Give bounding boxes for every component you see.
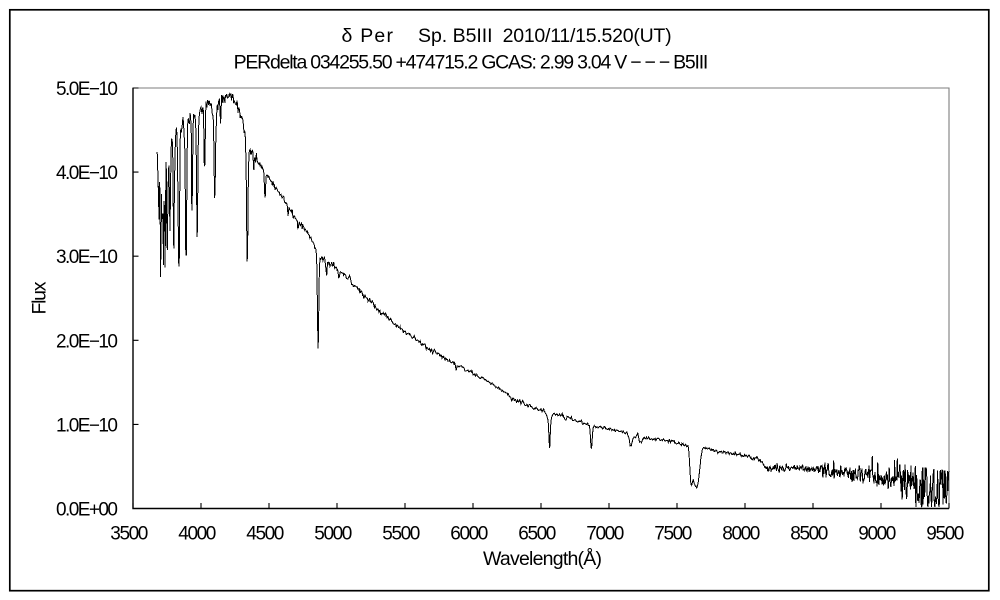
- svg-text:6500: 6500: [518, 523, 556, 544]
- svg-text:Sp. B5III: Sp. B5III: [418, 25, 493, 47]
- svg-text:9500: 9500: [926, 523, 964, 544]
- svg-text:5.0E−10: 5.0E−10: [56, 79, 118, 100]
- svg-text:4000: 4000: [178, 523, 216, 544]
- svg-text:2.0E−10: 2.0E−10: [56, 331, 118, 352]
- svg-text:7500: 7500: [654, 523, 692, 544]
- svg-text:Flux: Flux: [29, 281, 51, 314]
- svg-text:0.0E+00: 0.0E+00: [56, 500, 118, 521]
- svg-text:5500: 5500: [382, 523, 420, 544]
- svg-text:8000: 8000: [722, 523, 760, 544]
- svg-text:9000: 9000: [858, 523, 896, 544]
- svg-text:4.0E−10: 4.0E−10: [56, 163, 118, 184]
- svg-text:7000: 7000: [586, 523, 624, 544]
- svg-text:δ Per: δ Per: [342, 25, 394, 47]
- svg-text:3.0E−10: 3.0E−10: [56, 247, 118, 268]
- svg-text:5000: 5000: [314, 523, 352, 544]
- svg-text:3500: 3500: [110, 523, 148, 544]
- svg-text:PERdelta 034255.50 +474715.2 G: PERdelta 034255.50 +474715.2 GCAS: 2.99 …: [234, 52, 709, 74]
- svg-text:Wavelength(Å): Wavelength(Å): [483, 547, 602, 570]
- svg-text:1.0E−10: 1.0E−10: [56, 415, 118, 436]
- svg-text:6000: 6000: [450, 523, 488, 544]
- svg-text:2010/11/15.520(UT): 2010/11/15.520(UT): [503, 25, 672, 47]
- svg-text:4500: 4500: [246, 523, 284, 544]
- svg-text:8500: 8500: [790, 523, 828, 544]
